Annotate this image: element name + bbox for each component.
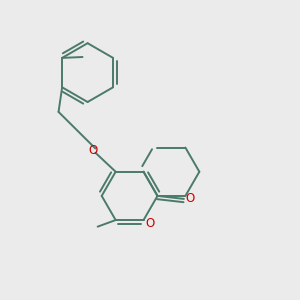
Text: O: O — [88, 144, 98, 158]
Text: O: O — [186, 192, 195, 206]
Text: O: O — [146, 217, 155, 230]
